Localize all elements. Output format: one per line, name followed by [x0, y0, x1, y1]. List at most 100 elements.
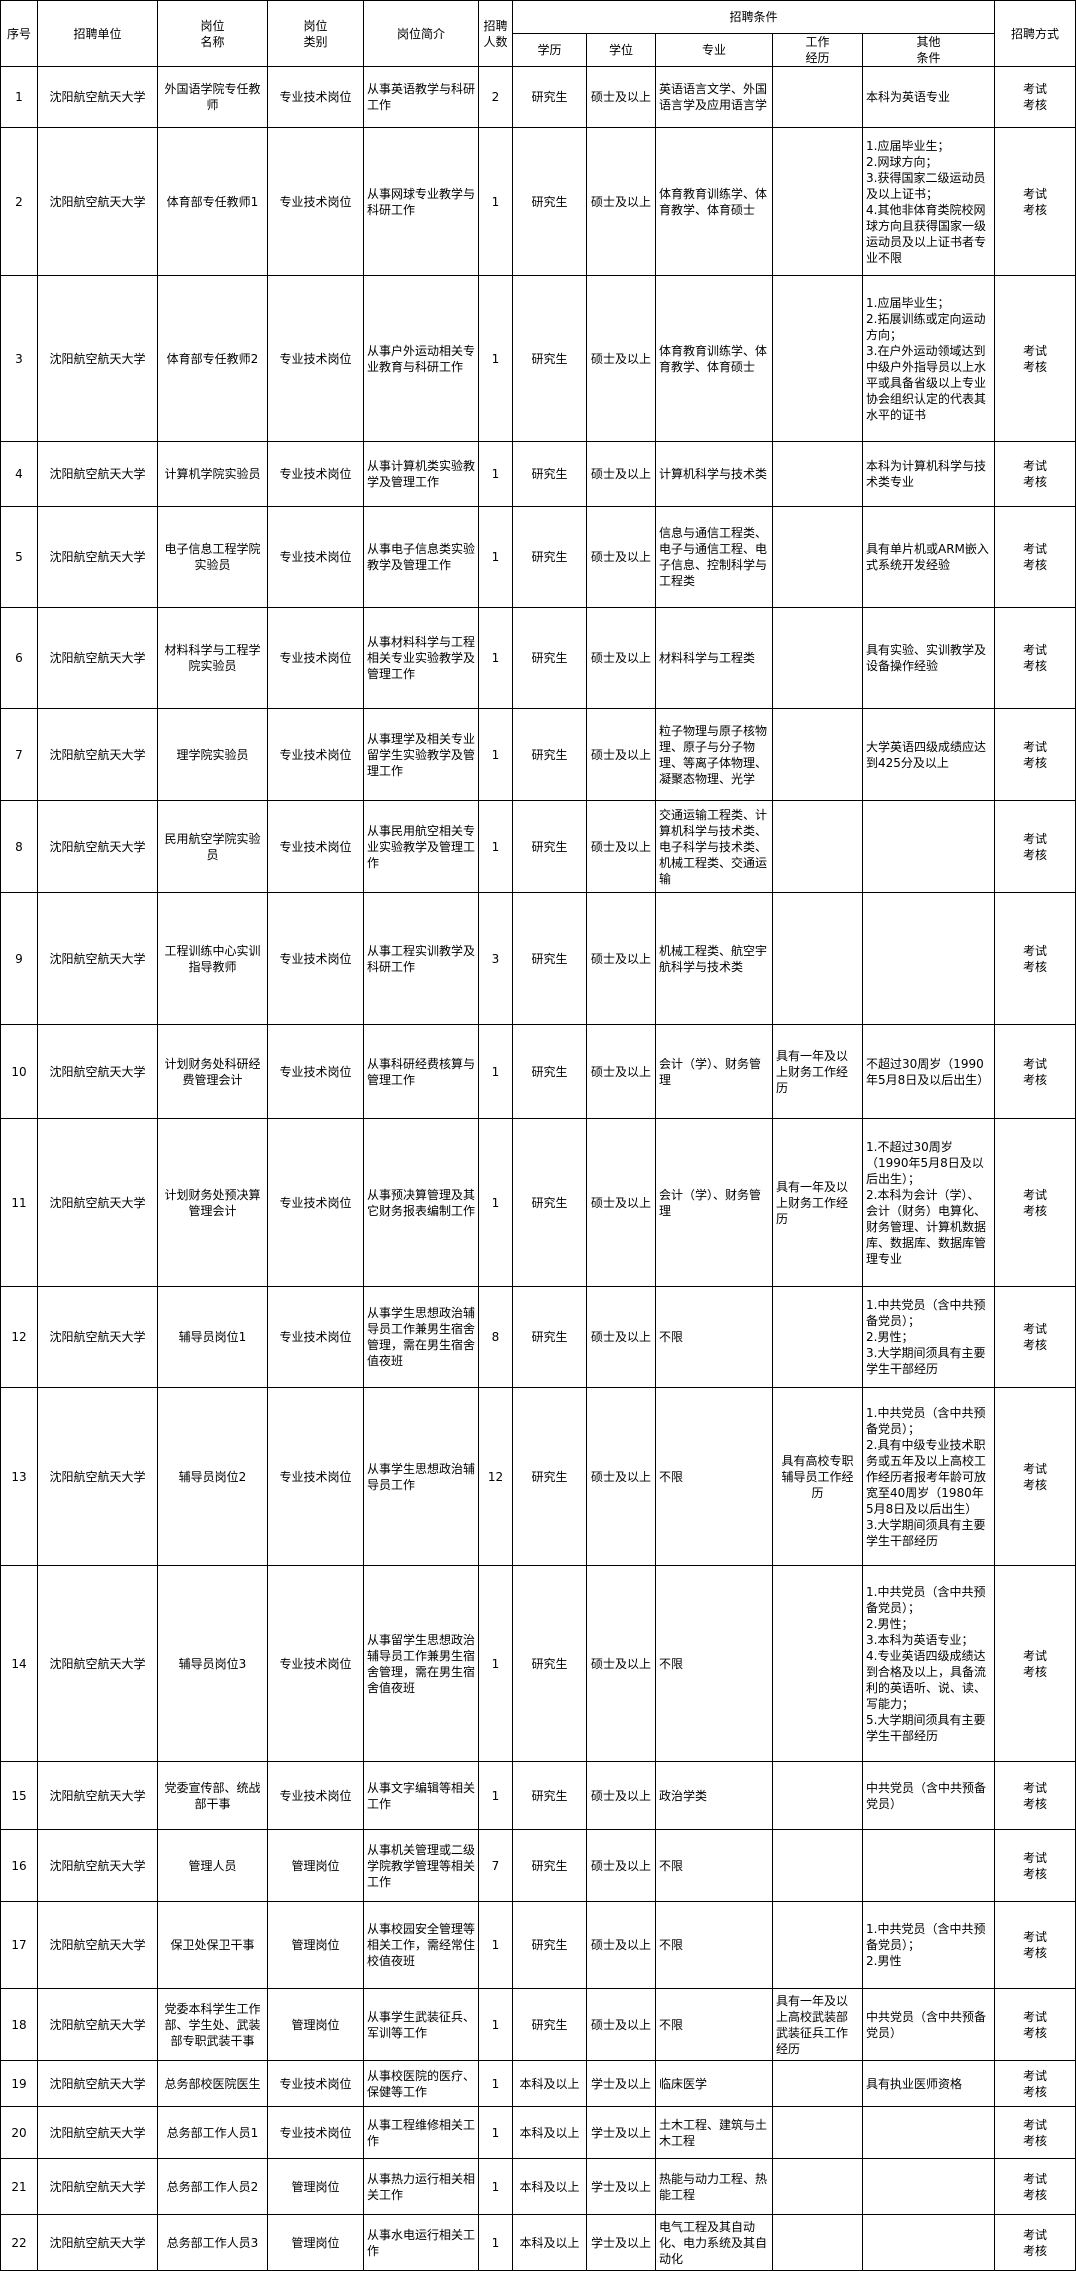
cell-major: 英语语言文学、外国语言学及应用语言学	[655, 66, 773, 128]
cell-experience: 具有一年及以上财务工作经历	[772, 1118, 863, 1287]
cell-experience	[772, 1565, 863, 1762]
cell-degree: 硕士及以上	[586, 1118, 656, 1287]
cell-method: 考试 考核	[994, 2106, 1076, 2159]
cell-degree: 学士及以上	[586, 2106, 656, 2159]
cell-position-type: 专业技术岗位	[267, 1118, 364, 1287]
cell-count: 1	[478, 607, 513, 709]
header-position-name: 岗位 名称	[157, 0, 268, 67]
cell-count: 1	[478, 2106, 513, 2159]
cell-count: 7	[478, 1829, 513, 1902]
cell-seq: 3	[0, 275, 38, 442]
cell-position-name: 管理人员	[157, 1829, 268, 1902]
cell-unit: 沈阳航空航天大学	[37, 506, 158, 608]
cell-unit: 沈阳航空航天大学	[37, 66, 158, 128]
cell-degree: 硕士及以上	[586, 800, 656, 893]
cell-count: 1	[478, 127, 513, 276]
cell-position-name: 计划财务处预决算管理会计	[157, 1118, 268, 1287]
cell-major: 不限	[655, 1286, 773, 1388]
cell-other: 具有实验、实训教学及设备操作经验	[861, 607, 996, 709]
cell-position-name: 工程训练中心实训指导教师	[157, 892, 268, 1025]
cell-degree: 学士及以上	[586, 2214, 656, 2271]
cell-major: 政治学类	[655, 1761, 773, 1830]
cell-seq: 2	[0, 127, 38, 276]
cell-degree: 硕士及以上	[586, 1024, 656, 1119]
cell-position-desc: 从事校园安全管理等相关工作，需经常住校值夜班	[363, 1901, 479, 1989]
cell-position-desc: 从事电子信息类实验教学及管理工作	[363, 506, 479, 608]
cell-count: 1	[478, 2158, 513, 2215]
table-row: 7 沈阳航空航天大学 理学院实验员 专业技术岗位 从事理学及相关专业留学生实验教学及管理…	[0, 708, 1076, 801]
cell-count: 1	[478, 1988, 513, 2061]
table-row: 14 沈阳航空航天大学 辅导员岗位3 专业技术岗位 从事留学生思想政治辅导员工作兼男生宿…	[0, 1565, 1076, 1762]
cell-method: 考试 考核	[994, 708, 1076, 801]
cell-degree: 硕士及以上	[586, 892, 656, 1025]
cell-position-name: 党委本科学生工作部、学生处、武装部专职武装干事	[157, 1988, 268, 2061]
cell-position-type: 管理岗位	[267, 1901, 364, 1989]
cell-position-desc: 从事工程维修相关工作	[363, 2106, 479, 2159]
cell-experience: 具有一年及以上财务工作经历	[772, 1024, 863, 1119]
cell-major: 电气工程及其自动化、电力系统及其自动化	[655, 2214, 773, 2271]
cell-major: 材料科学与工程类	[655, 607, 773, 709]
header-conditions: 招聘条件	[511, 0, 996, 34]
table-row: 12 沈阳航空航天大学 辅导员岗位1 专业技术岗位 从事学生思想政治辅导员工作兼男生宿舍…	[0, 1286, 1076, 1388]
cell-count: 1	[478, 1565, 513, 1762]
cell-other	[861, 2106, 996, 2159]
cell-education: 研究生	[512, 506, 587, 608]
cell-other: 1.中共党员（含中共预备党员）； 2.男性； 3.大学期间须具有主要学生干部经历	[861, 1286, 996, 1388]
cell-education: 本科及以上	[512, 2214, 587, 2271]
cell-position-type: 专业技术岗位	[267, 1286, 364, 1388]
cell-experience	[772, 2214, 863, 2271]
cell-count: 1	[478, 2060, 513, 2107]
cell-count: 2	[478, 66, 513, 128]
cell-position-name: 辅导员岗位1	[157, 1286, 268, 1388]
cell-major: 信息与通信工程类、电子与通信工程、电子信息、控制科学与工程类	[655, 506, 773, 608]
cell-unit: 沈阳航空航天大学	[37, 1286, 158, 1388]
cell-count: 1	[478, 2214, 513, 2271]
cell-position-name: 体育部专任教师1	[157, 127, 268, 276]
cell-degree: 硕士及以上	[586, 607, 656, 709]
cell-seq: 15	[0, 1761, 38, 1830]
cell-major: 交通运输工程类、计算机科学与技术类、电子科学与技术类、机械工程类、交通运输	[655, 800, 773, 893]
cell-position-desc: 从事学生武装征兵、军训等工作	[363, 1988, 479, 2061]
table-row: 19 沈阳航空航天大学 总务部校医院医生 专业技术岗位 从事校医院的医疗、保健等工作 1 本…	[0, 2060, 1076, 2107]
table-row: 3 沈阳航空航天大学 体育部专任教师2 专业技术岗位 从事户外运动相关专业教育与科研工作…	[0, 275, 1076, 442]
cell-unit: 沈阳航空航天大学	[37, 1829, 158, 1902]
cell-seq: 4	[0, 441, 38, 507]
cell-other: 1.中共党员（含中共预备党员）； 2.男性	[861, 1901, 996, 1989]
cell-position-desc: 从事英语教学与科研工作	[363, 66, 479, 128]
cell-experience	[772, 1901, 863, 1989]
cell-other: 1.应届毕业生； 2.网球方向； 3.获得国家二级运动员及以上证书； 4.其他非…	[861, 127, 996, 276]
cell-degree: 硕士及以上	[586, 1286, 656, 1388]
header-education: 学历	[512, 33, 587, 67]
cell-method: 考试 考核	[994, 1387, 1076, 1566]
cell-experience	[772, 892, 863, 1025]
table-row: 13 沈阳航空航天大学 辅导员岗位2 专业技术岗位 从事学生思想政治辅导员工作 12 研究生…	[0, 1387, 1076, 1566]
cell-position-type: 专业技术岗位	[267, 708, 364, 801]
cell-position-desc: 从事户外运动相关专业教育与科研工作	[363, 275, 479, 442]
cell-position-name: 党委宣传部、统战部干事	[157, 1761, 268, 1830]
cell-count: 1	[478, 441, 513, 507]
cell-method: 考试 考核	[994, 1286, 1076, 1388]
cell-count: 1	[478, 506, 513, 608]
cell-seq: 5	[0, 506, 38, 608]
table-row: 1 沈阳航空航天大学 外国语学院专任教师 专业技术岗位 从事英语教学与科研工作 2 研究生硕…	[0, 66, 1076, 128]
cell-position-name: 体育部专任教师2	[157, 275, 268, 442]
cell-education: 研究生	[512, 1024, 587, 1119]
cell-major: 会计（学）、财务管理	[655, 1024, 773, 1119]
cell-method: 考试 考核	[994, 1565, 1076, 1762]
cell-other	[861, 2214, 996, 2271]
cell-education: 研究生	[512, 607, 587, 709]
cell-education: 本科及以上	[512, 2060, 587, 2107]
cell-position-name: 电子信息工程学院实验员	[157, 506, 268, 608]
cell-education: 研究生	[512, 800, 587, 893]
cell-position-desc: 从事学生思想政治辅导员工作	[363, 1387, 479, 1566]
cell-position-name: 总务部工作人员3	[157, 2214, 268, 2271]
cell-experience	[772, 2060, 863, 2107]
table-row: 22 沈阳航空航天大学 总务部工作人员3 管理岗位 从事水电运行相关工作 1 本科及以上 学士…	[0, 2214, 1076, 2271]
cell-education: 研究生	[512, 275, 587, 442]
table-row: 2 沈阳航空航天大学 体育部专任教师1 专业技术岗位 从事网球专业教学与科研工作 1 研究生…	[0, 127, 1076, 276]
cell-major: 不限	[655, 1901, 773, 1989]
cell-position-desc: 从事工程实训教学及科研工作	[363, 892, 479, 1025]
cell-position-name: 计划财务处科研经费管理会计	[157, 1024, 268, 1119]
cell-education: 研究生	[512, 1565, 587, 1762]
